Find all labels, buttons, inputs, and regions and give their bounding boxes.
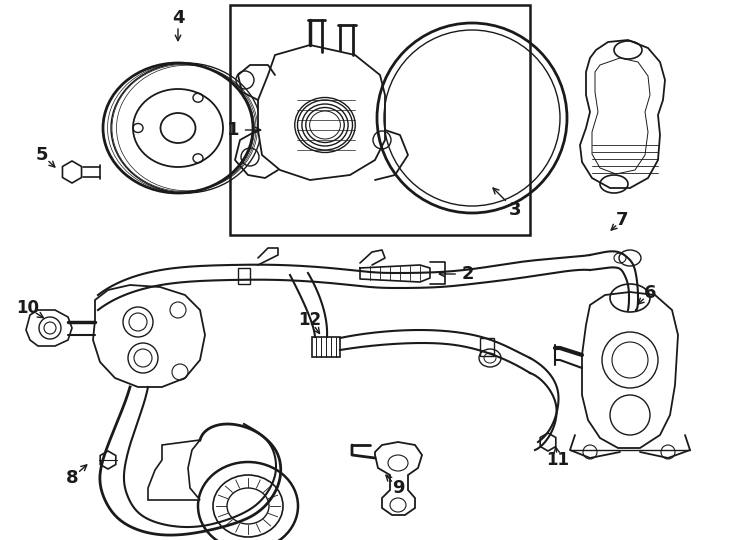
Polygon shape bbox=[101, 451, 116, 469]
Text: 4: 4 bbox=[172, 9, 184, 27]
Polygon shape bbox=[148, 440, 200, 500]
Text: 1: 1 bbox=[227, 121, 239, 139]
Polygon shape bbox=[582, 292, 678, 448]
Polygon shape bbox=[26, 310, 72, 346]
Text: 9: 9 bbox=[392, 479, 404, 497]
Bar bbox=[312, 337, 340, 357]
Bar bbox=[238, 268, 250, 284]
Polygon shape bbox=[580, 40, 665, 188]
Text: 11: 11 bbox=[547, 451, 570, 469]
Text: 3: 3 bbox=[509, 201, 521, 219]
Text: 12: 12 bbox=[299, 311, 321, 329]
Text: 2: 2 bbox=[462, 265, 474, 283]
Polygon shape bbox=[258, 45, 385, 180]
Polygon shape bbox=[375, 442, 422, 515]
Polygon shape bbox=[93, 285, 205, 387]
Bar bbox=[230, 5, 530, 235]
Text: 8: 8 bbox=[65, 469, 79, 487]
Bar bbox=[480, 338, 494, 356]
Text: 10: 10 bbox=[16, 299, 40, 317]
Polygon shape bbox=[540, 433, 556, 451]
Text: 6: 6 bbox=[644, 284, 656, 302]
Text: 5: 5 bbox=[36, 146, 48, 164]
Polygon shape bbox=[62, 161, 81, 183]
Text: 7: 7 bbox=[616, 211, 628, 229]
